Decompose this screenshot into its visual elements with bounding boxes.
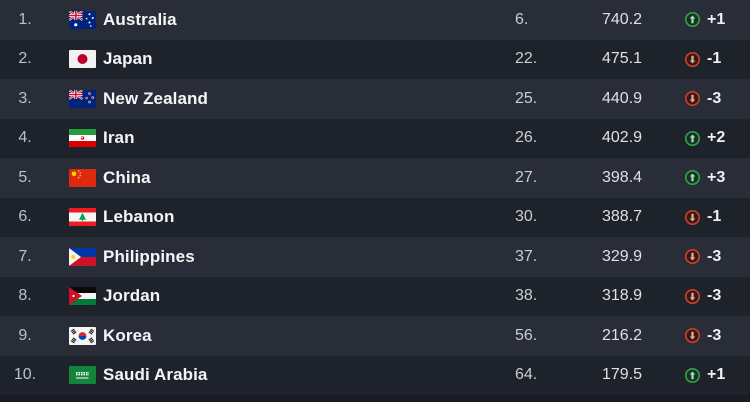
points-value: 440.9 <box>602 89 643 107</box>
points-value: 740.2 <box>602 10 643 28</box>
country-flag-icon <box>69 327 96 345</box>
rank-change: +1 <box>684 11 750 29</box>
world-rank: 27. <box>515 168 538 186</box>
country-name: New Zealand <box>103 88 209 108</box>
points-value: 179.5 <box>602 366 643 384</box>
rank-change: +2 <box>684 129 750 147</box>
rank-change-value: -3 <box>707 326 722 344</box>
table-row[interactable]: 6. Lebanon 30. 388.7 -1 <box>0 197 750 237</box>
rank-change: +1 <box>684 366 750 384</box>
world-rank: 30. <box>515 208 538 226</box>
rank-change-value: -3 <box>707 247 722 265</box>
country-flag-icon <box>69 129 96 147</box>
row-rank: 5. <box>18 168 32 186</box>
world-rank: 22. <box>515 50 538 68</box>
rank-change-value: -1 <box>707 208 722 226</box>
rank-down-icon <box>684 51 701 68</box>
world-rank: 25. <box>515 89 538 107</box>
rank-down-icon <box>684 248 701 265</box>
country-name: Philippines <box>103 246 195 266</box>
rank-up-icon <box>684 11 701 28</box>
table-row-partial <box>0 395 750 402</box>
country-name: Australia <box>103 9 177 29</box>
rank-change: -3 <box>684 287 750 305</box>
country-flag-icon <box>69 169 96 187</box>
rank-down-icon <box>684 327 701 344</box>
row-rank: 4. <box>18 129 32 147</box>
country-name: China <box>103 167 151 187</box>
country-flag-icon <box>69 366 96 384</box>
country-flag-icon <box>69 248 96 266</box>
rank-change-value: +1 <box>707 10 726 28</box>
points-value: 388.7 <box>602 208 643 226</box>
rank-change: -3 <box>684 327 750 345</box>
country-name: Lebanon <box>103 207 175 227</box>
country-flag-icon <box>69 287 96 305</box>
table-row[interactable]: 2. Japan 22. 475.1 -1 <box>0 39 750 79</box>
world-rank: 6. <box>515 10 529 28</box>
rank-down-icon <box>684 209 701 226</box>
world-rank: 64. <box>515 366 538 384</box>
country-flag-icon <box>69 50 96 68</box>
rank-change: -3 <box>684 248 750 266</box>
row-rank: 3. <box>18 89 32 107</box>
rank-up-icon <box>684 130 701 147</box>
points-value: 398.4 <box>602 168 643 186</box>
rank-change-value: +3 <box>707 168 726 186</box>
rank-change-value: -3 <box>707 287 722 305</box>
table-row[interactable]: 7. Philippines 37. 329.9 -3 <box>0 237 750 277</box>
table-row[interactable]: 1. Australia 6. 740.2 +1 <box>0 0 750 40</box>
country-name: Saudi Arabia <box>103 365 208 385</box>
table-row[interactable]: 5. China 27. 398.4 +3 <box>0 158 750 198</box>
table-row[interactable]: 8. Jordan 38. 318.9 -3 <box>0 276 750 316</box>
points-value: 216.2 <box>602 326 643 344</box>
row-rank: 1. <box>18 10 32 28</box>
points-value: 329.9 <box>602 247 643 265</box>
rank-up-icon <box>684 169 701 186</box>
world-rank: 56. <box>515 326 538 344</box>
world-rank: 26. <box>515 129 538 147</box>
table-row[interactable]: 4. Iran 26. 402.9 +2 <box>0 118 750 158</box>
world-rank: 38. <box>515 287 538 305</box>
rank-down-icon <box>684 90 701 107</box>
rank-change-value: -1 <box>707 50 722 68</box>
country-name: Jordan <box>103 286 161 306</box>
row-rank: 9. <box>18 326 32 344</box>
rank-change: +3 <box>684 169 750 187</box>
table-row[interactable]: 9. Korea 56. 216.2 -3 <box>0 316 750 356</box>
country-name: Korea <box>103 325 152 345</box>
country-flag-icon <box>69 11 96 29</box>
row-rank: 2. <box>18 50 32 68</box>
table-row[interactable]: 10. Saudi Arabia 64. 179.5 +1 <box>0 355 750 395</box>
rank-change: -1 <box>684 208 750 226</box>
row-rank: 10. <box>13 366 37 384</box>
world-rank: 37. <box>515 247 538 265</box>
points-value: 402.9 <box>602 129 643 147</box>
country-name: Japan <box>103 49 153 69</box>
country-name: Iran <box>103 128 135 148</box>
table-row[interactable]: 3. New Zealand 25. 440.9 -3 <box>0 79 750 119</box>
rank-up-icon <box>684 367 701 384</box>
points-value: 318.9 <box>602 287 643 305</box>
rank-change: -3 <box>684 90 750 108</box>
rank-change: -1 <box>684 50 750 68</box>
row-rank: 8. <box>18 287 32 305</box>
rank-change-value: +1 <box>707 366 726 384</box>
rank-change-value: +2 <box>707 129 726 147</box>
row-rank: 7. <box>18 247 32 265</box>
rank-change-value: -3 <box>707 89 722 107</box>
country-flag-icon <box>69 90 96 108</box>
country-flag-icon <box>69 208 96 226</box>
rank-down-icon <box>684 288 701 305</box>
points-value: 475.1 <box>602 50 643 68</box>
row-rank: 6. <box>18 208 32 226</box>
